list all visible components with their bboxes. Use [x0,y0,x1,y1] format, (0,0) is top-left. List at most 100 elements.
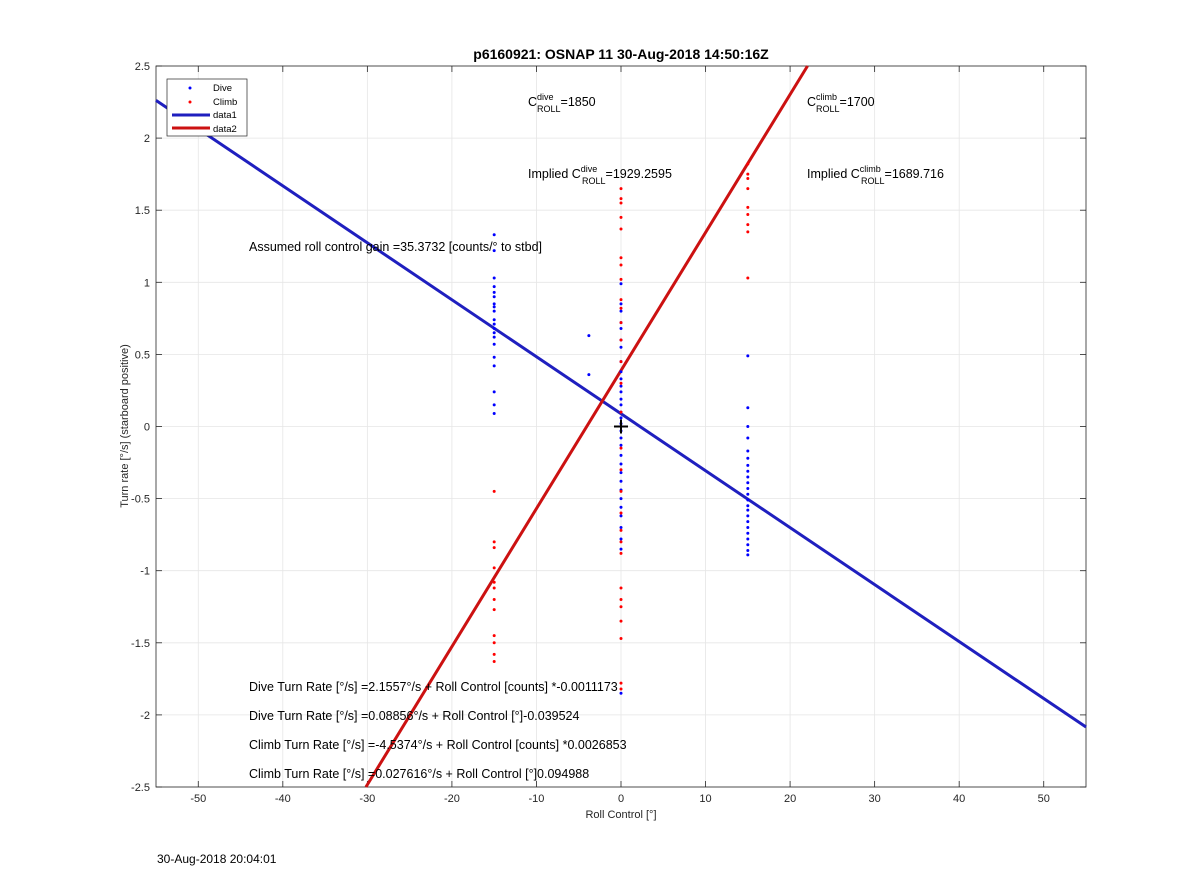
data-point-dive [492,285,496,289]
x-tick-label: 50 [1038,793,1050,805]
data-point-climb [746,162,750,166]
data-point-dive [619,691,623,695]
data-point-dive [619,525,623,529]
data-point-climb [619,468,623,472]
c-climb-sup: climb [816,92,837,102]
legend: Dive Climb data1 data2 [166,78,248,137]
data-point-dive [746,425,750,428]
x-tick-label: -20 [444,793,460,805]
data-point-dive [492,412,496,416]
data-point-climb [492,566,496,570]
data-point-dive [587,334,591,338]
data-point-dive [587,373,591,377]
data-point-climb [619,306,623,310]
data-point-dive [619,547,623,551]
y-tick-label: 2 [144,133,150,145]
x-tick-label: -50 [190,793,206,805]
data-point-climb [619,187,623,191]
dive-equation-counts: Dive Turn Rate [°/s] =2.1557°/s + Roll C… [249,680,618,694]
data-point-climb [492,652,496,656]
legend-label-dive: Dive [213,83,232,94]
data-point-dive [746,543,750,547]
x-tick-label: -30 [359,793,375,805]
data-point-dive [619,479,623,483]
implied-dive-annotation: Implied Cdive ROLL=1929.2595 [528,164,672,186]
timestamp-footer: 30-Aug-2018 20:04:01 [157,852,277,866]
data-point-dive [619,453,623,457]
dive-equation-degrees: Dive Turn Rate [°/s] =0.08856°/s + Roll … [249,709,579,723]
data-point-dive [619,345,623,349]
implied-dive-sup: dive [581,164,598,174]
data-point-dive [492,295,496,299]
data-point-dive [619,443,623,447]
y-tick-label: -1 [140,566,150,578]
data-point-dive [619,377,623,381]
data-point-climb [619,256,623,260]
data-point-climb [492,660,496,664]
data-point-climb [619,687,623,691]
data-point-dive [619,436,623,440]
data-point-dive [492,342,496,346]
data-point-climb [492,598,496,602]
c-dive-sup: dive [537,92,554,102]
c-climb-sub: ROLL [816,104,840,114]
c-dive-base: C [528,95,537,109]
data-point-climb [619,489,623,493]
y-tick-label: -1.5 [131,638,150,650]
c-dive-value: =1850 [561,95,596,109]
data-point-climb [492,540,496,544]
data-point-dive [746,525,750,529]
y-tick-label: 1 [144,277,150,289]
data-point-climb [746,213,750,217]
x-tick-label: 30 [869,793,881,805]
data-point-dive [746,406,750,410]
x-tick-label: -10 [529,793,545,805]
implied-climb-prefix: Implied C [807,167,860,181]
series-line-data1 [155,99,1087,729]
y-tick-label: 0 [144,422,150,434]
data-point-dive [619,505,623,509]
data-point-dive [492,326,496,330]
climb-equation-degrees: Climb Turn Rate [°/s] =0.027616°/s + Rol… [249,767,589,781]
x-axis-label: Roll Control [°] [585,809,656,821]
data-point-climb [492,641,496,645]
legend-marker-climb [188,100,192,104]
data-point-dive [619,497,623,501]
c-climb-annotation: Cclimb ROLL=1700 [807,92,875,114]
data-point-climb [619,338,623,342]
data-point-climb [619,277,623,281]
data-point-dive [492,233,496,237]
y-tick-label: -2.5 [131,782,150,794]
x-tick-label: 10 [699,793,711,805]
implied-climb-value: =1689.716 [885,167,944,181]
legend-label-data2: data2 [213,124,237,135]
data-point-dive [746,492,750,496]
data-point-climb [619,298,623,302]
data-point-climb [619,551,623,555]
y-tick-label: 2.5 [135,61,150,73]
data-point-climb [619,201,623,205]
x-tick-label: 40 [953,793,965,805]
data-point-dive [746,549,750,553]
data-point-dive [619,302,623,306]
data-point-dive [492,302,496,306]
data-point-climb [492,586,496,590]
data-point-dive [746,537,750,541]
data-point-dive [619,282,623,286]
data-point-dive [619,397,623,401]
data-point-dive [746,498,750,502]
data-point-dive [492,276,496,280]
data-point-climb [492,608,496,612]
legend-label-data1: data1 [213,110,237,121]
data-point-climb [619,598,623,602]
roll-gain-annotation: Assumed roll control gain =35.3732 [coun… [249,240,542,254]
data-point-dive [746,463,750,467]
y-tick-label: -0.5 [131,494,150,506]
data-point-climb [492,634,496,638]
data-point-climb [619,446,623,450]
data-point-dive [746,469,750,473]
data-point-dive [619,309,623,313]
data-layer [155,65,1087,788]
data-point-climb [746,223,750,227]
